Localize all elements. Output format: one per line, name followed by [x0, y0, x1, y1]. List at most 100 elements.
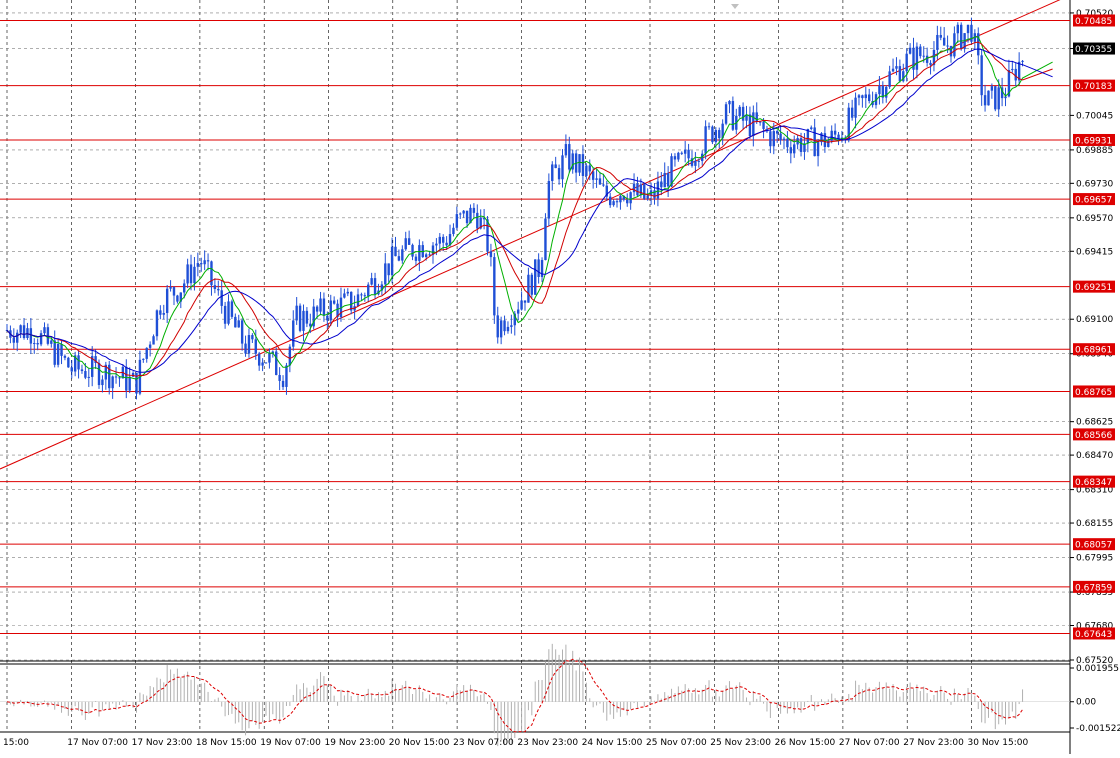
price-tick-label: 0.69885 [1076, 146, 1113, 156]
candle-body [264, 362, 268, 364]
candle-body [571, 153, 574, 170]
candle-body [1017, 61, 1021, 81]
candle-body [254, 339, 257, 354]
candle-body [401, 249, 404, 261]
candle-body [697, 160, 701, 162]
candle-body [643, 184, 646, 199]
candle-body [411, 244, 414, 257]
candle-body [861, 95, 864, 99]
candle-body [547, 181, 551, 219]
candle-body [513, 313, 516, 326]
candle-body [73, 355, 77, 372]
candle-body [472, 207, 476, 213]
price-tick-label: 0.68155 [1076, 519, 1113, 529]
candle-body [445, 242, 448, 246]
moving-average-line [6, 36, 1053, 380]
candle-body [663, 172, 666, 188]
candle-body [298, 305, 302, 331]
candle-body [799, 138, 803, 152]
candle-body [977, 33, 980, 56]
candle-body [646, 195, 649, 199]
candle-body [639, 184, 643, 196]
candle-body [452, 227, 455, 235]
candle-body [217, 288, 220, 291]
candle-body [159, 310, 162, 315]
candle-body [656, 181, 660, 199]
candle-body [738, 106, 741, 116]
candle-body [108, 364, 111, 389]
candle-body [731, 101, 735, 130]
candle-body [530, 274, 534, 295]
candle-body [125, 366, 128, 391]
candle-body [261, 362, 264, 366]
candle-body [33, 343, 36, 345]
candle-body [932, 49, 936, 66]
candle-body [752, 112, 755, 136]
candle-body [605, 185, 608, 197]
candle-body [793, 144, 796, 154]
candle-body [520, 300, 523, 310]
candle-body [741, 106, 745, 121]
candle-body [714, 130, 718, 143]
time-tick-label: 25 Nov 23:00 [710, 738, 771, 748]
candle-body [503, 320, 506, 332]
candle-body [755, 112, 758, 123]
moving-averages [6, 36, 1053, 380]
price-tick-label: 0.70520 [1076, 9, 1113, 19]
candle-body [915, 46, 919, 70]
candle-body [309, 323, 312, 327]
candle-body [288, 346, 292, 366]
candle-body [561, 155, 564, 180]
candle-body [902, 71, 905, 82]
time-tick-label: 27 Nov 23:00 [903, 738, 964, 748]
candle-body [162, 313, 165, 315]
candle-body [830, 130, 833, 141]
candle-body [983, 95, 987, 106]
time-tick-label: 17 Nov 07:00 [67, 738, 128, 748]
candle-body [326, 315, 329, 321]
candle-body [482, 217, 486, 220]
candle-body [782, 138, 786, 141]
candle-body [404, 238, 407, 250]
candle-body [22, 325, 26, 338]
candle-body [206, 260, 210, 262]
level-label-box [1073, 14, 1115, 27]
candle-body [707, 126, 711, 128]
candle-body [728, 101, 731, 105]
candle-body [864, 94, 867, 99]
time-tick-label: 24 Nov 15:00 [582, 738, 643, 748]
candle-body [220, 290, 223, 306]
level-label: 0.68961 [1075, 346, 1112, 356]
candle-body [227, 301, 230, 324]
time-axis: 15:00 17 Nov 07:00 17 Nov 23:00 18 Nov 15:0… [3, 738, 1028, 748]
candle-body [84, 371, 87, 378]
candle-body [769, 131, 772, 147]
price-tick-label: 0.68310 [1076, 486, 1113, 496]
candle-body [789, 147, 793, 154]
candle-body [210, 261, 213, 286]
candle-body [77, 355, 80, 370]
trendline-layer[interactable] [0, 0, 1070, 470]
candle-body [949, 45, 953, 57]
candle-body [135, 372, 138, 394]
candle-body [837, 134, 840, 142]
chart-shift-marker-icon[interactable] [731, 4, 739, 9]
candle-body [189, 264, 193, 284]
candle-body [578, 154, 581, 173]
candle-body [237, 320, 240, 328]
candle-body [711, 126, 714, 143]
candle-body [384, 263, 387, 285]
candle-body [407, 238, 411, 245]
candle-body [608, 196, 612, 206]
candle-body [564, 144, 568, 156]
candle-body [60, 343, 63, 356]
support-resistance-levels[interactable] [0, 19, 1070, 634]
candle-body [165, 288, 169, 314]
candle-body [942, 37, 946, 46]
candle-body [148, 344, 152, 348]
candle-body [336, 303, 339, 317]
candle-body [397, 256, 401, 261]
trendline[interactable] [0, 0, 1070, 470]
